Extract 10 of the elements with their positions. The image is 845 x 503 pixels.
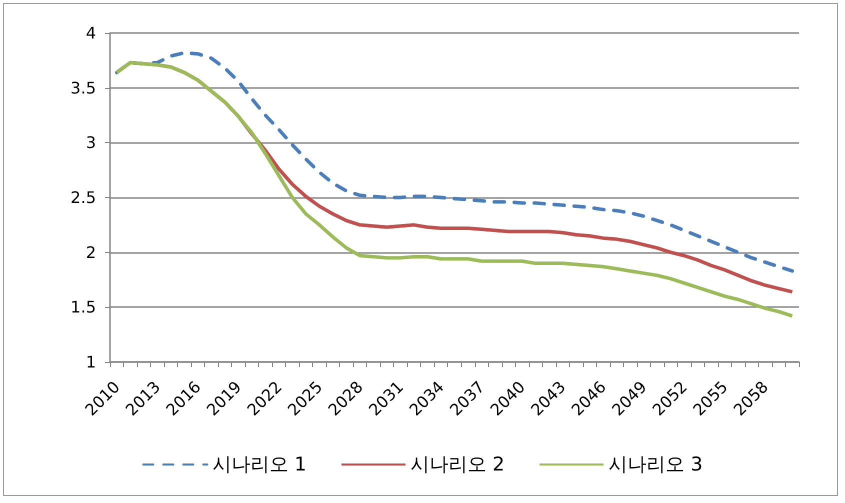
y-tick-label: 4 — [86, 24, 96, 42]
y-tick-label: 2 — [86, 242, 96, 262]
legend-label: 시나리오 1 — [212, 454, 306, 476]
legend-label: 시나리오 2 — [410, 454, 505, 476]
legend-label: 시나리오 3 — [608, 454, 703, 476]
y-tick-label: 3 — [86, 133, 96, 152]
y-tick-label: 1.5 — [70, 298, 96, 317]
y-tick-label: 3.5 — [70, 78, 96, 98]
y-tick-label: 1 — [86, 352, 96, 372]
y-tick-label: 2.5 — [70, 188, 96, 207]
